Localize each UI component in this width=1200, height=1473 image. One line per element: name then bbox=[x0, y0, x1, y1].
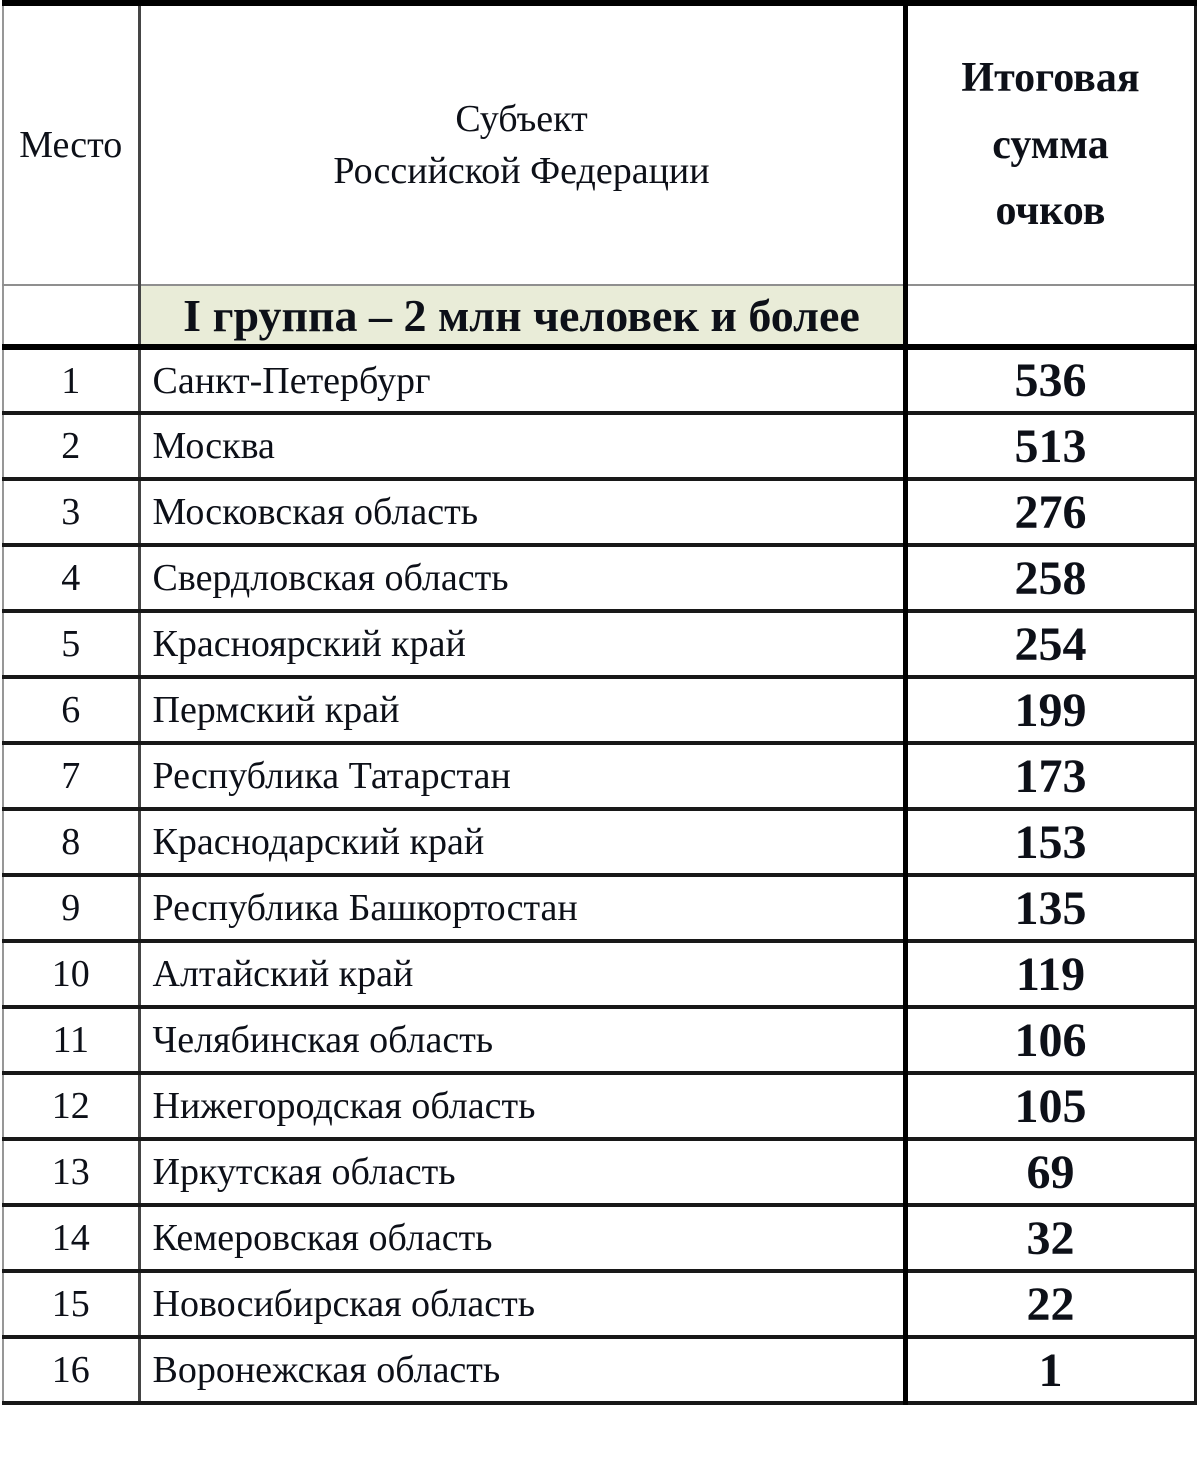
region-cell: Московская область bbox=[139, 479, 908, 547]
score-cell: 69 bbox=[905, 1139, 1195, 1207]
rank-cell: 10 bbox=[3, 941, 141, 1009]
region-cell: Республика Башкортостан bbox=[139, 875, 908, 943]
region-cell: Алтайский край bbox=[139, 941, 908, 1009]
table-row: 11 Челябинская область 106 bbox=[3, 1007, 1195, 1075]
header-score-line2: сумма bbox=[992, 121, 1109, 168]
table-row: 4 Свердловская область 258 bbox=[3, 545, 1195, 613]
group-title: I группа – 2 млн человек и более bbox=[139, 285, 908, 350]
region-cell: Кемеровская область bbox=[139, 1205, 908, 1273]
table-body: 1 Санкт-Петербург 536 2 Москва 513 3 Мос… bbox=[3, 347, 1195, 1405]
rank-cell: 3 bbox=[3, 479, 141, 547]
rank-cell: 4 bbox=[3, 545, 141, 613]
header-score-line3: очков bbox=[995, 188, 1106, 235]
header-subject-line2: Российской Федерации bbox=[333, 150, 710, 192]
score-cell: 173 bbox=[905, 743, 1195, 811]
score-cell: 119 bbox=[905, 941, 1195, 1009]
table-row: 8 Краснодарский край 153 bbox=[3, 809, 1195, 877]
score-cell: 1 bbox=[905, 1337, 1195, 1405]
table-row: 10 Алтайский край 119 bbox=[3, 941, 1195, 1009]
region-cell: Новосибирская область bbox=[139, 1271, 908, 1339]
table-row: 9 Республика Башкортостан 135 bbox=[3, 875, 1195, 943]
table-row: 6 Пермский край 199 bbox=[3, 677, 1195, 745]
table-row: 12 Нижегородская область 105 bbox=[3, 1073, 1195, 1141]
table-row: 13 Иркутская область 69 bbox=[3, 1139, 1195, 1207]
region-cell: Пермский край bbox=[139, 677, 908, 745]
header-cell-subject: Субъект Российской Федерации bbox=[139, 3, 908, 286]
score-cell: 105 bbox=[905, 1073, 1195, 1141]
region-cell: Москва bbox=[139, 413, 908, 481]
region-cell: Воронежская область bbox=[139, 1337, 908, 1405]
region-cell: Красноярский край bbox=[139, 611, 908, 679]
rank-cell: 2 bbox=[3, 413, 141, 481]
rank-cell: 7 bbox=[3, 743, 141, 811]
score-cell: 513 bbox=[905, 413, 1195, 481]
table-row: 5 Красноярский край 254 bbox=[3, 611, 1195, 679]
group-row-place-cell bbox=[3, 285, 141, 350]
table-row: 15 Новосибирская область 22 bbox=[3, 1271, 1195, 1339]
score-cell: 32 bbox=[905, 1205, 1195, 1273]
rank-cell: 12 bbox=[3, 1073, 141, 1141]
region-cell: Нижегородская область bbox=[139, 1073, 908, 1141]
region-cell: Иркутская область bbox=[139, 1139, 908, 1207]
header-score-line1: Итоговая bbox=[961, 55, 1140, 102]
table-header-row: Место Субъект Российской Федерации Итого… bbox=[3, 3, 1195, 286]
region-cell: Свердловская область bbox=[139, 545, 908, 613]
header-cell-score: Итоговая сумма очков bbox=[905, 3, 1195, 286]
table-row: 1 Санкт-Петербург 536 bbox=[3, 347, 1195, 415]
group-row-score-cell bbox=[905, 285, 1195, 350]
score-cell: 258 bbox=[905, 545, 1195, 613]
region-cell: Санкт-Петербург bbox=[139, 347, 908, 415]
table-row: 2 Москва 513 bbox=[3, 413, 1195, 481]
table-row: 3 Московская область 276 bbox=[3, 479, 1195, 547]
rank-cell: 6 bbox=[3, 677, 141, 745]
rank-cell: 1 bbox=[3, 347, 141, 415]
table-row: 16 Воронежская область 1 bbox=[3, 1337, 1195, 1405]
rank-cell: 14 bbox=[3, 1205, 141, 1273]
rank-cell: 16 bbox=[3, 1337, 141, 1405]
header-cell-place: Место bbox=[3, 3, 141, 286]
group-band-row: I группа – 2 млн человек и более bbox=[3, 285, 1195, 350]
header-subject-line1: Субъект bbox=[455, 97, 588, 140]
region-cell: Краснодарский край bbox=[139, 809, 908, 877]
rank-cell: 15 bbox=[3, 1271, 141, 1339]
rank-cell: 11 bbox=[3, 1007, 141, 1075]
score-cell: 199 bbox=[905, 677, 1195, 745]
rank-cell: 8 bbox=[3, 809, 141, 877]
score-cell: 22 bbox=[905, 1271, 1195, 1339]
score-cell: 106 bbox=[905, 1007, 1195, 1075]
score-cell: 276 bbox=[905, 479, 1195, 547]
rank-cell: 5 bbox=[3, 611, 141, 679]
region-cell: Челябинская область bbox=[139, 1007, 908, 1075]
ranking-table: Место Субъект Российской Федерации Итого… bbox=[2, 0, 1197, 1405]
score-cell: 536 bbox=[905, 347, 1195, 415]
score-cell: 135 bbox=[905, 875, 1195, 943]
rank-cell: 13 bbox=[3, 1139, 141, 1207]
rank-cell: 9 bbox=[3, 875, 141, 943]
score-cell: 254 bbox=[905, 611, 1195, 679]
table-row: 7 Республика Татарстан 173 bbox=[3, 743, 1195, 811]
score-cell: 153 bbox=[905, 809, 1195, 877]
table-row: 14 Кемеровская область 32 bbox=[3, 1205, 1195, 1273]
region-cell: Республика Татарстан bbox=[139, 743, 908, 811]
